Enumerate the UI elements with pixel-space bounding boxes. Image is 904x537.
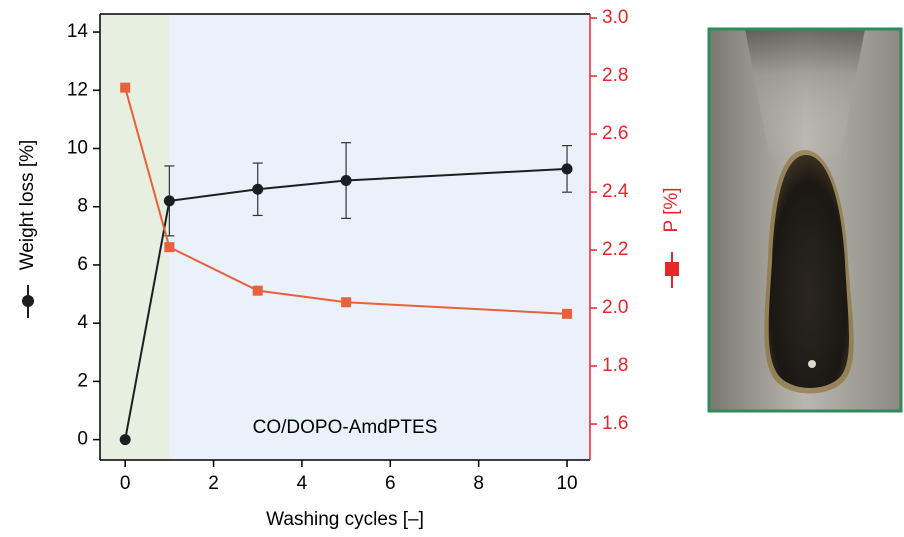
- y-tick-label: 4: [77, 312, 88, 333]
- legend-marker: [22, 295, 34, 307]
- y2-tick-label: 1.8: [602, 355, 628, 376]
- y-tick-label: 14: [67, 21, 89, 42]
- y-tick-label: 10: [67, 138, 88, 159]
- y2-tick-label: 2.4: [602, 181, 629, 202]
- shade-region: [169, 14, 590, 460]
- annotation: CO/DOPO-AmdPTES: [253, 417, 438, 438]
- marker: [341, 297, 352, 308]
- x-axis-label: Washing cycles [–]: [266, 509, 424, 530]
- y-tick-label: 2: [77, 370, 88, 391]
- marker: [252, 285, 263, 296]
- x-tick-label: 10: [556, 473, 577, 494]
- marker: [164, 242, 175, 253]
- x-tick-label: 6: [385, 473, 396, 494]
- y2-tick-label: 2.2: [602, 239, 628, 260]
- y-tick-label: 6: [77, 254, 88, 275]
- y2-tick-label: 1.6: [602, 413, 628, 434]
- photo: [707, 27, 903, 413]
- y2-axis-label: P [%]: [661, 187, 682, 232]
- y-tick-label: 0: [77, 429, 88, 450]
- y2-tick-label: 3.0: [602, 7, 628, 28]
- marker: [119, 434, 131, 446]
- legend-marker: [665, 262, 679, 276]
- y2-tick-label: 2.8: [602, 65, 628, 86]
- y-tick-label: 12: [67, 79, 88, 100]
- x-tick-label: 8: [473, 473, 484, 494]
- x-tick-label: 4: [297, 473, 308, 494]
- y-tick-label: 8: [77, 196, 88, 217]
- y2-tick-label: 2.6: [602, 123, 628, 144]
- marker: [562, 308, 573, 319]
- marker: [340, 175, 352, 187]
- x-tick-label: 2: [208, 473, 219, 494]
- marker: [163, 195, 175, 207]
- marker: [252, 183, 264, 195]
- y-axis-label: Weight loss [%]: [17, 140, 38, 271]
- x-tick-label: 0: [120, 473, 131, 494]
- y2-tick-label: 2.0: [602, 297, 628, 318]
- marker: [120, 82, 131, 93]
- marker: [561, 163, 573, 175]
